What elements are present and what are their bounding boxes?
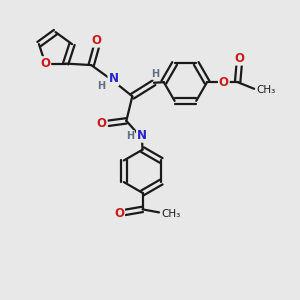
Text: O: O xyxy=(40,57,50,70)
Text: H: H xyxy=(98,81,106,91)
Text: O: O xyxy=(114,207,124,220)
Text: O: O xyxy=(219,76,229,89)
Text: H: H xyxy=(126,131,134,141)
Text: N: N xyxy=(137,129,147,142)
Text: CH₃: CH₃ xyxy=(256,85,276,95)
Text: O: O xyxy=(234,52,244,65)
Text: H: H xyxy=(152,69,160,79)
Text: N: N xyxy=(108,72,118,85)
Text: CH₃: CH₃ xyxy=(161,209,181,219)
Text: O: O xyxy=(97,117,107,130)
Text: O: O xyxy=(92,34,102,47)
